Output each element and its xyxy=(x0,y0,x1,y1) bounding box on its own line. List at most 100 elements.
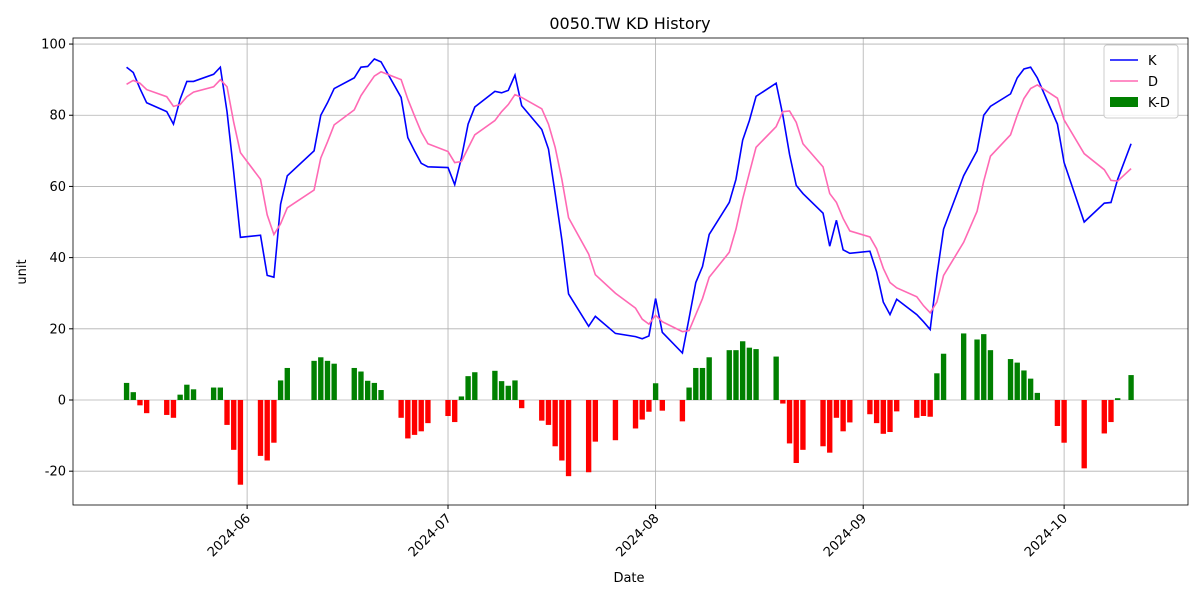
y-axis-label: unit xyxy=(15,259,30,284)
bar xyxy=(1007,359,1014,400)
bar xyxy=(920,399,927,417)
bar xyxy=(318,357,324,400)
bar xyxy=(411,399,418,435)
bar xyxy=(452,399,458,423)
x-axis-label: Date xyxy=(613,571,644,586)
bar xyxy=(981,334,987,400)
bar xyxy=(1101,399,1107,434)
bar xyxy=(1027,378,1034,400)
legend-label: K xyxy=(1148,54,1157,69)
bar xyxy=(351,367,357,400)
bar xyxy=(693,367,699,400)
y-tick-label: 60 xyxy=(49,180,66,195)
chart-title: 0050.TW KD History xyxy=(549,14,710,33)
bar xyxy=(143,399,150,414)
bar xyxy=(565,399,572,477)
bar xyxy=(773,356,779,400)
bar xyxy=(739,341,746,400)
bar xyxy=(1021,370,1027,400)
plot-frame xyxy=(72,37,1189,506)
bar xyxy=(398,399,404,418)
bar xyxy=(887,399,893,433)
y-tick-label: 40 xyxy=(49,251,66,266)
bar xyxy=(311,360,317,400)
bar xyxy=(545,399,552,425)
bar xyxy=(505,385,511,400)
bar xyxy=(800,399,806,450)
y-tick-label: 80 xyxy=(49,109,66,124)
bar xyxy=(960,333,967,400)
y-tick-label: 0 xyxy=(58,393,66,408)
bar xyxy=(639,399,645,420)
bar xyxy=(552,399,558,447)
bar xyxy=(840,399,846,432)
bar xyxy=(780,399,786,404)
bar xyxy=(820,399,826,447)
bar xyxy=(418,399,424,432)
bar xyxy=(974,339,980,400)
bar xyxy=(130,392,136,400)
line xyxy=(126,58,1132,355)
bar xyxy=(331,363,337,400)
bar xyxy=(1108,399,1114,423)
bar xyxy=(237,399,244,485)
bar xyxy=(559,399,565,461)
bar xyxy=(847,399,853,423)
bar xyxy=(585,399,592,473)
bar xyxy=(472,372,478,400)
legend-label: K-D xyxy=(1148,96,1170,111)
bar xyxy=(358,371,364,400)
bar xyxy=(271,399,277,443)
bar xyxy=(1061,399,1067,443)
bar xyxy=(733,350,739,400)
bar xyxy=(170,399,177,418)
y-tick-label: 20 xyxy=(49,322,66,337)
bar xyxy=(324,360,331,400)
bar xyxy=(210,387,217,400)
bar xyxy=(264,399,270,461)
bar xyxy=(257,399,264,456)
bar xyxy=(699,367,706,400)
bar xyxy=(987,350,994,400)
bar xyxy=(873,399,880,424)
bar xyxy=(378,390,384,400)
bar xyxy=(137,399,143,406)
bar xyxy=(177,394,183,400)
bar xyxy=(184,384,190,400)
bar xyxy=(894,399,900,412)
legend-swatch xyxy=(1110,97,1138,107)
bar xyxy=(371,382,378,400)
bar xyxy=(405,399,411,439)
bar xyxy=(458,396,465,400)
bar xyxy=(425,399,431,424)
bar xyxy=(632,399,639,429)
bar xyxy=(612,399,619,441)
bar xyxy=(519,399,525,409)
bar xyxy=(827,399,833,453)
bar xyxy=(679,399,686,422)
legend: KD K-D xyxy=(1103,44,1179,119)
bar xyxy=(164,399,170,415)
bar xyxy=(880,399,886,434)
bar xyxy=(1054,399,1061,426)
bar xyxy=(1014,362,1020,400)
bar xyxy=(753,349,759,400)
y-tick-label: 100 xyxy=(41,38,66,53)
bar xyxy=(217,387,224,400)
bar xyxy=(659,399,665,411)
bar xyxy=(123,382,130,400)
bar xyxy=(284,367,290,400)
bar xyxy=(746,347,753,400)
bar xyxy=(686,387,692,400)
bar xyxy=(231,399,237,450)
bar xyxy=(833,399,840,418)
line xyxy=(126,70,1132,333)
bar xyxy=(793,399,799,463)
bar xyxy=(1034,392,1041,400)
bar xyxy=(646,399,652,412)
bar xyxy=(940,353,947,400)
bar xyxy=(592,399,599,442)
bar xyxy=(190,389,197,400)
bar xyxy=(539,399,545,421)
